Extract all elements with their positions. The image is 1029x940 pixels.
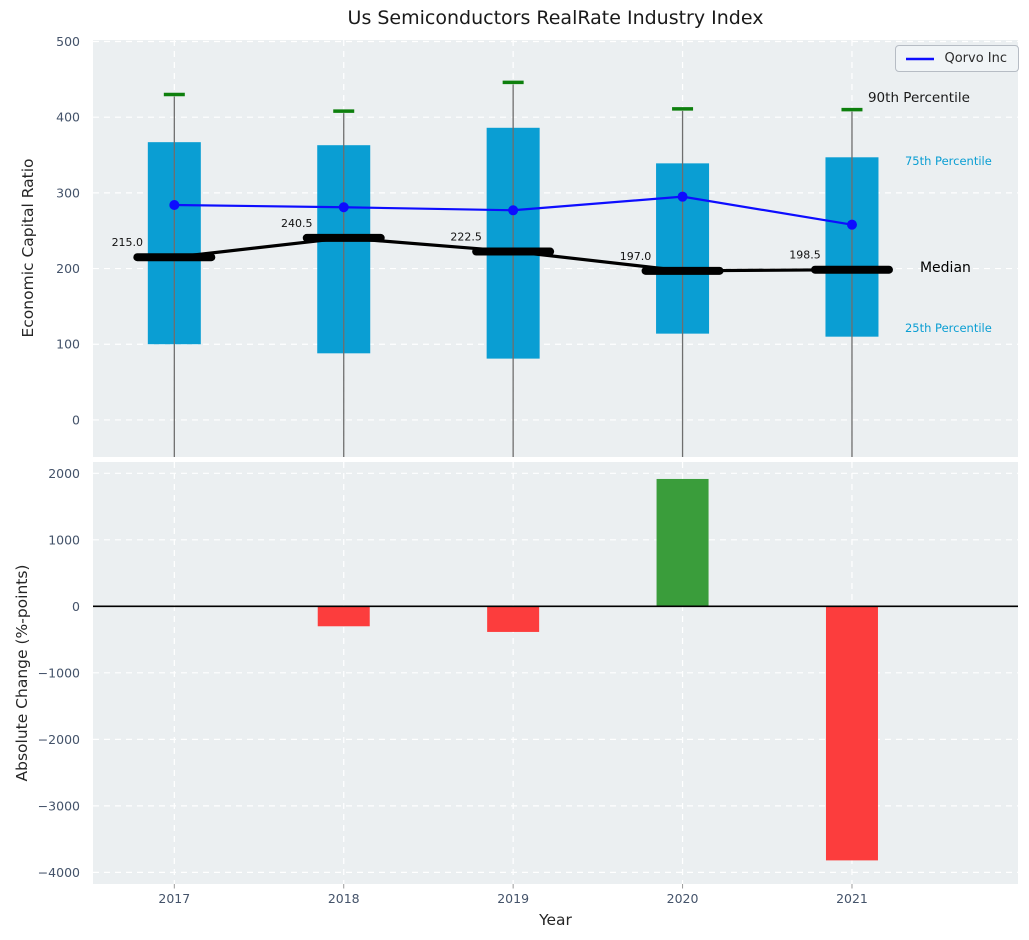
median-value-label: 198.5 <box>789 249 821 262</box>
x-tick: 2020 <box>667 891 699 906</box>
median-value-label: 215.0 <box>112 236 144 249</box>
top-y-tick: 500 <box>56 34 80 49</box>
bottom-y-tick: −3000 <box>38 798 80 813</box>
qorvo-marker-2020 <box>677 191 688 202</box>
x-axis-label: Year <box>539 911 572 929</box>
legend-label: Qorvo Inc <box>944 51 1007 66</box>
top-y-tick: 0 <box>72 412 80 427</box>
top-y-tick: 100 <box>56 337 80 352</box>
x-tick: 2019 <box>497 891 529 906</box>
label-75th-percentile: 75th Percentile <box>904 153 992 168</box>
qorvo-series <box>169 191 857 230</box>
median-value-label: 240.5 <box>281 217 313 230</box>
label-median: Median <box>919 259 971 276</box>
change-bar-2020 <box>656 478 709 607</box>
percentile-boxes <box>147 80 879 457</box>
label-90th-percentile: 90th Percentile <box>867 90 970 107</box>
median-value-label: 222.5 <box>450 231 482 244</box>
change-bar-2018 <box>317 606 370 627</box>
qorvo-marker-2018 <box>338 202 349 213</box>
bottom-y-tick: 1000 <box>48 532 80 547</box>
qorvo-marker-2017 <box>169 199 180 210</box>
plot-backgrounds <box>93 40 1018 884</box>
bottom-y-axis-label: Absolute Change (%-points) <box>13 564 31 782</box>
bottom-y-tick: −2000 <box>38 732 80 747</box>
top-y-axis-label: Economic Capital Ratio <box>19 158 37 338</box>
x-tick: 2017 <box>158 891 190 906</box>
median-value-label: 197.0 <box>620 250 652 263</box>
top-y-tick: 300 <box>56 185 80 200</box>
label-25th-percentile: 25th Percentile <box>904 321 992 336</box>
bottom-y-tick: −1000 <box>38 665 80 680</box>
x-tick: 2018 <box>328 891 360 906</box>
top-y-tick: 400 <box>56 110 80 125</box>
change-bars <box>93 478 1018 861</box>
change-bar-2021 <box>825 606 878 861</box>
x-tick: 2021 <box>836 891 868 906</box>
top-y-tick: 200 <box>56 261 80 276</box>
bottom-y-tick: −4000 <box>38 865 80 880</box>
legend-line-sample <box>906 57 935 60</box>
median-series: 215.0 240.5 222.5 197.0 198.5 <box>112 217 893 275</box>
legend: Qorvo Inc <box>895 45 1019 72</box>
chart-title: Us Semiconductors RealRate Industry Inde… <box>347 7 764 29</box>
qorvo-marker-2021 <box>846 219 857 230</box>
bottom-y-tick: 2000 <box>48 466 80 481</box>
tick-labels: 0 100 200 300 400 500 −4000 −3000 −2000 −1000 0 100… <box>38 34 868 906</box>
qorvo-marker-2019 <box>508 205 519 216</box>
bottom-y-tick: 0 <box>72 599 80 614</box>
change-bar-2019 <box>487 606 540 632</box>
